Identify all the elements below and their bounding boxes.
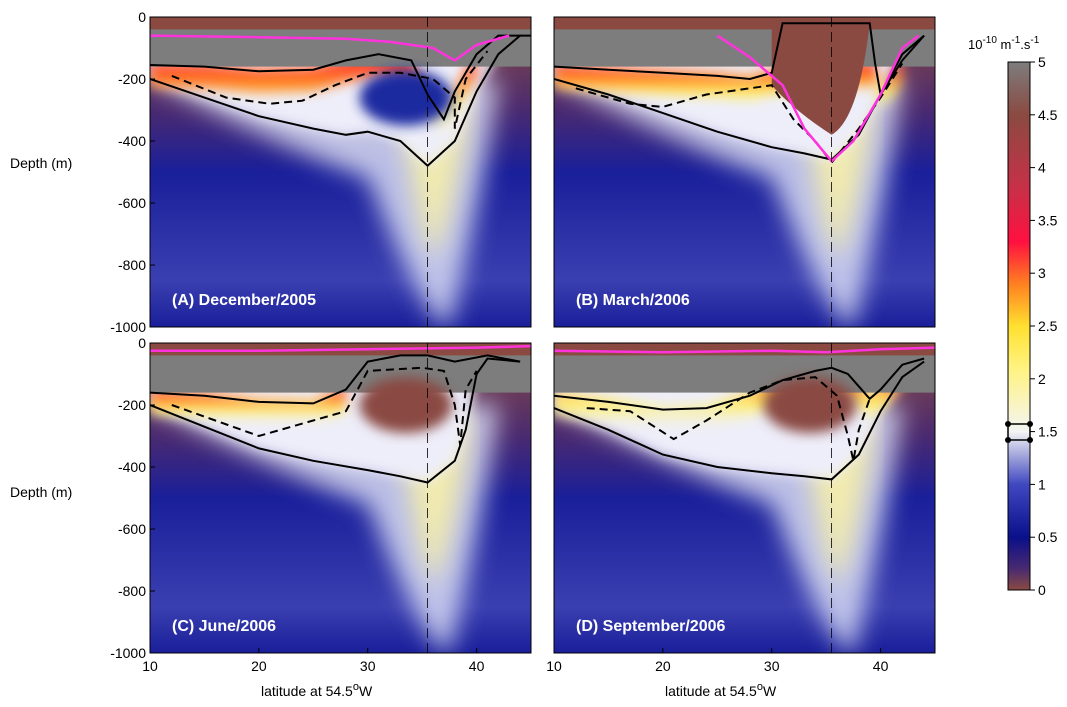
isoline-upper <box>150 354 521 405</box>
colorbar-tick-label: 3.5 <box>1038 212 1058 228</box>
colorbar-tick-label: 0 <box>1038 582 1046 598</box>
panel-label: (C) June/2006 <box>172 618 276 635</box>
eddy <box>359 377 453 433</box>
heatmap-field <box>150 17 531 327</box>
colorbar-gradient <box>1007 61 1031 591</box>
panel-frame <box>553 342 936 654</box>
y-tick-label: -200 <box>118 71 146 87</box>
x-axis-label-left: latitude at 54.5oW <box>261 681 373 699</box>
y-tick-label: -1000 <box>110 645 146 661</box>
mixed-layer-line <box>150 34 510 62</box>
y-tick-label: -800 <box>118 257 146 273</box>
y-tick-label: 0 <box>138 9 146 25</box>
isoline-dashed <box>575 62 904 165</box>
x-tick-label: 40 <box>873 658 889 674</box>
eddy <box>763 377 857 433</box>
panel-frame <box>553 16 936 328</box>
panel-frame <box>149 342 532 654</box>
panel-frame <box>149 16 532 328</box>
y-tick-label: -1000 <box>110 319 146 335</box>
y-tick-label: -200 <box>118 397 146 413</box>
panel-B: (B) March/2006 <box>553 16 936 328</box>
isoline-upper <box>554 357 925 411</box>
x-tick-label: 10 <box>546 658 562 674</box>
colorbar-marker <box>1005 421 1033 443</box>
deep-mixing <box>771 23 870 135</box>
y-axis-label-bottom: Depth (m) <box>10 484 72 500</box>
isoline-lower <box>554 360 925 481</box>
surface-top <box>554 17 935 30</box>
panel-label: (A) December/2005 <box>172 292 316 309</box>
x-tick-label: 10 <box>142 658 158 674</box>
x-tick-label: 20 <box>655 658 671 674</box>
colorbar-tick-label: 0.5 <box>1038 529 1058 545</box>
heatmap-field <box>150 343 531 653</box>
isoline-dashed <box>171 366 478 446</box>
isoline-lower <box>150 34 521 168</box>
colorbar-tick-label: 2.5 <box>1038 318 1058 334</box>
y-tick-label: -600 <box>118 195 146 211</box>
colorbar-tick-label: 4 <box>1038 160 1046 176</box>
y-tick-label: 0 <box>138 335 146 351</box>
x-tick-label: 30 <box>360 658 376 674</box>
x-axis-label-right: latitude at 54.5oW <box>665 681 777 699</box>
heatmap-field <box>554 343 935 653</box>
colorbar-tick-label: 1.5 <box>1038 424 1058 440</box>
colorbar-tick-label: 3 <box>1038 265 1046 281</box>
mixed-layer-line <box>150 344 531 353</box>
colorbar-tick-label: 4.5 <box>1038 107 1058 123</box>
colorbar-tick-label: 5 <box>1038 54 1046 70</box>
y-tick-label: -800 <box>118 583 146 599</box>
eddy <box>359 69 453 126</box>
colorbar-tick-label: 2 <box>1038 371 1046 387</box>
mixed-layer-line <box>554 346 935 354</box>
colorbar-tick-label: 1 <box>1038 476 1046 492</box>
x-tick-label: 20 <box>251 658 267 674</box>
isoline-dashed <box>586 376 871 462</box>
panel-label: (B) March/2006 <box>576 292 690 309</box>
panel-D: (D) September/2006 10 20 30 40 <box>546 342 936 674</box>
panel-label: (D) September/2006 <box>576 618 725 635</box>
y-tick-label: -400 <box>118 133 146 149</box>
y-axis-label-top: Depth (m) <box>10 155 72 171</box>
heatmap-field <box>554 17 935 327</box>
surface-top <box>150 17 531 30</box>
panel-A: (A) December/2005 0 -200 -400 -600 -800 -1000 <box>110 9 532 335</box>
isoline-lower <box>150 357 521 484</box>
colorbar-units: 10-10 m-1.s-1 <box>968 35 1040 52</box>
isoline-upper <box>150 34 531 122</box>
isoline-dashed <box>171 50 489 129</box>
y-tick-label: -400 <box>118 459 146 475</box>
colorbar: 10-10 m-1.s-1 5 4.5 4 3.5 3 2.5 2 1.5 1 0.5 0 <box>968 35 1058 598</box>
x-tick-label: 30 <box>764 658 780 674</box>
x-tick-label: 40 <box>469 658 485 674</box>
y-tick-label: -600 <box>118 521 146 537</box>
